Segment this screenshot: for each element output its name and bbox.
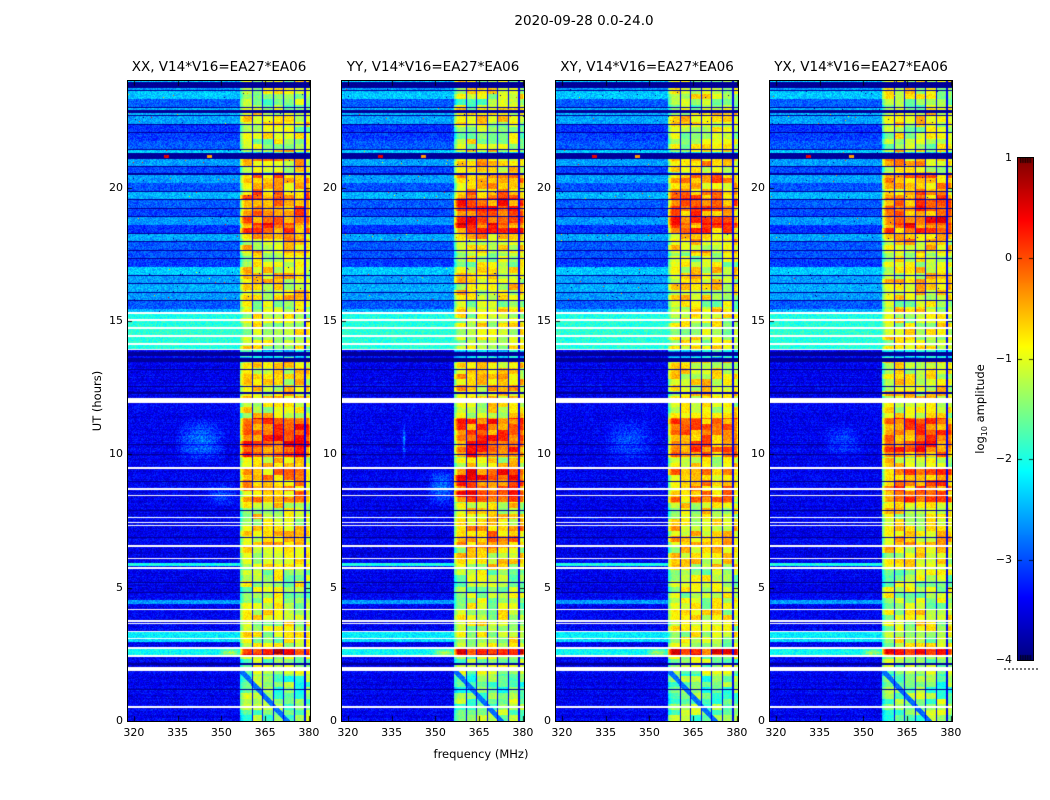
y-tick-label: 5: [116, 580, 123, 594]
colorbar-label-suffix: amplitude: [972, 364, 987, 427]
x-tick-label: 365: [468, 726, 490, 739]
colorbar-gradient: [1017, 157, 1034, 661]
x-tick-label: 320: [123, 726, 145, 739]
colorbar-tick-label: 0: [1005, 251, 1012, 265]
x-tick-label: 350: [424, 726, 446, 739]
y-tick-label: 15: [323, 314, 337, 327]
colorbar-label: log10 amplitude: [973, 364, 989, 454]
spectrogram-heatmap: [341, 80, 525, 722]
y-tick-label: 5: [544, 580, 551, 594]
x-tick-label: 350: [638, 726, 660, 739]
y-tick-label: 10: [323, 447, 337, 461]
x-tick-label: 365: [254, 726, 276, 739]
x-tick-label: 380: [298, 726, 320, 739]
x-tick-label: 335: [595, 726, 617, 739]
x-tick-label: 335: [167, 726, 189, 739]
figure-title: 2020-09-28 0.0-24.0: [514, 13, 654, 29]
y-tick-label: 10: [537, 447, 551, 461]
x-tick-label: 365: [682, 726, 704, 739]
spectrogram-heatmap: [769, 80, 953, 722]
y-tick-label: 10: [751, 447, 765, 461]
x-tick-label: 380: [940, 726, 962, 739]
colorbar-tick-label: −3: [995, 552, 1012, 566]
y-tick-label: 20: [751, 180, 765, 194]
y-tick-label: 0: [544, 714, 551, 727]
colorbar-minor-ticks-dots: [1004, 668, 1038, 670]
x-tick-label: 335: [809, 726, 831, 739]
spectrogram-heatmap: [555, 80, 739, 722]
x-tick-label: 320: [765, 726, 787, 739]
y-tick-label: 0: [116, 714, 123, 727]
y-tick-label: 0: [330, 714, 337, 727]
x-tick-label: 365: [896, 726, 918, 739]
x-axis-label: frequency (MHz): [433, 747, 529, 761]
x-tick-label: 350: [210, 726, 232, 739]
colorbar-label-subscript: 10: [980, 426, 990, 437]
x-tick-label: 335: [381, 726, 403, 739]
panel-title: YY, V14*V16=EA27*EA06: [346, 59, 520, 75]
y-tick-label: 20: [537, 180, 551, 194]
panel-title: XX, V14*V16=EA27*EA06: [131, 59, 307, 75]
colorbar-tick-label: 1: [1005, 151, 1012, 164]
spectrogram-panel: XY, V14*V16=EA27*EA06 0 5 10 15 20 320 335 350…: [537, 59, 747, 739]
colorbar-tick-label: −2: [995, 452, 1012, 466]
y-tick-label: 15: [751, 314, 765, 327]
y-tick-label: 10: [109, 447, 123, 461]
spectrogram-panel: XX, V14*V16=EA27*EA06 0 5 10 15 20 320 335 350…: [109, 59, 319, 739]
spectrogram-heatmap: [127, 80, 311, 722]
y-tick-label: 0: [758, 714, 765, 727]
y-tick-label: 20: [109, 180, 123, 194]
x-tick-label: 350: [852, 726, 874, 739]
x-tick-label: 380: [726, 726, 748, 739]
colorbar-tick-label: −4: [995, 653, 1012, 666]
x-tick-label: 320: [337, 726, 359, 739]
y-tick-label: 5: [758, 580, 765, 594]
y-tick-label: 20: [323, 180, 337, 194]
y-tick-label: 15: [537, 314, 551, 327]
y-tick-label: 5: [330, 580, 337, 594]
x-tick-label: 320: [551, 726, 573, 739]
y-tick-label: 15: [109, 314, 123, 327]
panel-title: YX, V14*V16=EA27*EA06: [774, 59, 948, 75]
spectrogram-panel: YX, V14*V16=EA27*EA06 0 5 10 15 20 320 335 350…: [751, 59, 961, 739]
y-axis-label: UT (hours): [90, 370, 104, 432]
panel-title: XY, V14*V16=EA27*EA06: [560, 59, 734, 75]
colorbar-label-prefix: log: [972, 436, 987, 454]
x-tick-label: 380: [512, 726, 534, 739]
colorbar-tick-label: −1: [995, 351, 1012, 365]
spectrogram-panel: YY, V14*V16=EA27*EA06 0 5 10 15 20 320 335 350…: [323, 59, 533, 739]
